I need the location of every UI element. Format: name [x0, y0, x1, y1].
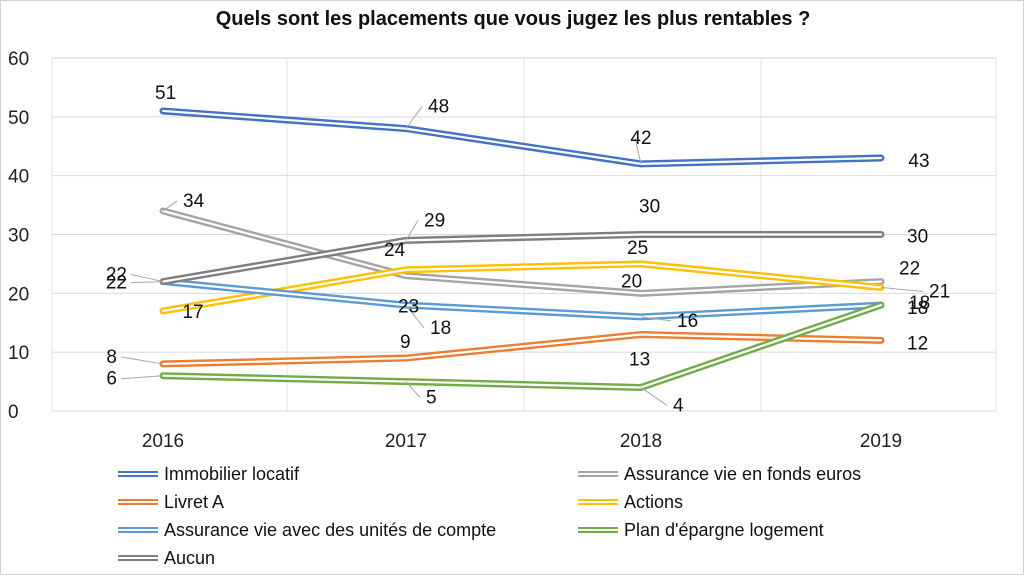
legend-label: Aucun	[164, 547, 216, 568]
legend-swatch	[578, 471, 618, 477]
data-label: 6	[106, 369, 117, 390]
data-label: 29	[424, 210, 445, 231]
data-label: 12	[907, 333, 928, 354]
label-leader-line	[405, 220, 419, 241]
x-tick-label: 2019	[860, 431, 902, 452]
legend-swatch	[118, 471, 158, 477]
data-label: 22	[106, 265, 127, 286]
label-leader-line	[130, 281, 164, 284]
data-label: 48	[428, 97, 449, 118]
legend-label: Actions	[624, 491, 684, 512]
legend-item: Livret A	[118, 490, 224, 514]
label-leader-line	[130, 274, 164, 283]
legend-label: Immobilier locatif	[164, 463, 300, 484]
legend-label: Assurance vie en fonds euros	[624, 463, 862, 484]
data-label: 18	[909, 293, 930, 314]
data-label: 17	[182, 302, 203, 323]
label-leader-line	[405, 106, 423, 129]
label-leader-line	[405, 304, 425, 329]
x-tick-label: 2016	[142, 431, 184, 452]
data-label: 34	[183, 191, 205, 212]
label-leader-line	[880, 286, 924, 292]
y-tick-label: 10	[8, 343, 29, 364]
series-line-highlight	[161, 280, 883, 318]
y-tick-label: 30	[8, 226, 29, 247]
legend-swatch	[578, 527, 618, 533]
y-tick-label: 50	[8, 108, 29, 129]
data-label: 30	[907, 227, 928, 248]
label-leader-line	[640, 387, 668, 406]
series-line-highlight	[161, 304, 883, 389]
y-tick-label: 60	[8, 49, 29, 70]
legend-swatch	[118, 555, 158, 561]
series-line-highlight	[161, 333, 883, 366]
data-label: 20	[621, 271, 642, 292]
label-leader-line	[162, 200, 178, 212]
x-tick-label: 2017	[385, 431, 427, 452]
data-label: 24	[384, 240, 406, 261]
data-label: 13	[629, 350, 650, 371]
legend-item: Assurance vie avec des unités de compte	[118, 518, 496, 542]
y-tick-label: 0	[8, 402, 19, 423]
legend-swatch	[118, 527, 158, 533]
chart-title: Quels sont les placements que vous jugez…	[215, 8, 811, 30]
data-label: 5	[426, 388, 437, 409]
series-line-highlight	[161, 109, 883, 165]
legend-label: Plan d'épargne logement	[624, 519, 824, 540]
label-leader-line	[405, 381, 421, 398]
data-label: 30	[639, 197, 660, 218]
data-label: 4	[673, 395, 684, 416]
legend-label: Livret A	[164, 491, 225, 512]
x-tick-label: 2018	[620, 431, 662, 452]
legend-label: Assurance vie avec des unités de compte	[164, 519, 497, 540]
legend-item: Immobilier locatif	[118, 462, 299, 486]
legend-item: Aucun	[118, 546, 215, 570]
legend-item: Plan d'épargne logement	[578, 518, 824, 542]
data-label: 42	[630, 128, 651, 149]
data-label: 18	[430, 318, 451, 339]
series-line-highlight	[161, 233, 883, 283]
series-line	[159, 207, 885, 297]
data-label: 16	[677, 311, 698, 332]
data-label: 8	[106, 347, 117, 368]
data-label: 9	[400, 332, 411, 353]
y-tick-label: 20	[8, 284, 29, 305]
data-label: 22	[106, 273, 127, 294]
legend-item: Actions	[578, 490, 683, 514]
label-leader-line	[634, 137, 642, 165]
label-leader-line	[120, 375, 164, 380]
data-label: 18	[907, 298, 928, 319]
label-leader-line	[120, 356, 164, 365]
data-label: 23	[398, 297, 419, 318]
data-label: 25	[627, 238, 648, 259]
legend-swatch	[578, 499, 618, 505]
data-label: 21	[929, 281, 950, 302]
data-label: 43	[908, 151, 929, 172]
series-line-highlight	[161, 209, 883, 295]
data-label: 51	[155, 83, 176, 104]
legend-item: Assurance vie en fonds euros	[578, 462, 861, 486]
y-tick-label: 40	[8, 167, 29, 188]
legend-swatch	[118, 499, 158, 505]
data-label: 22	[899, 259, 920, 280]
label-leader-line	[640, 316, 672, 322]
